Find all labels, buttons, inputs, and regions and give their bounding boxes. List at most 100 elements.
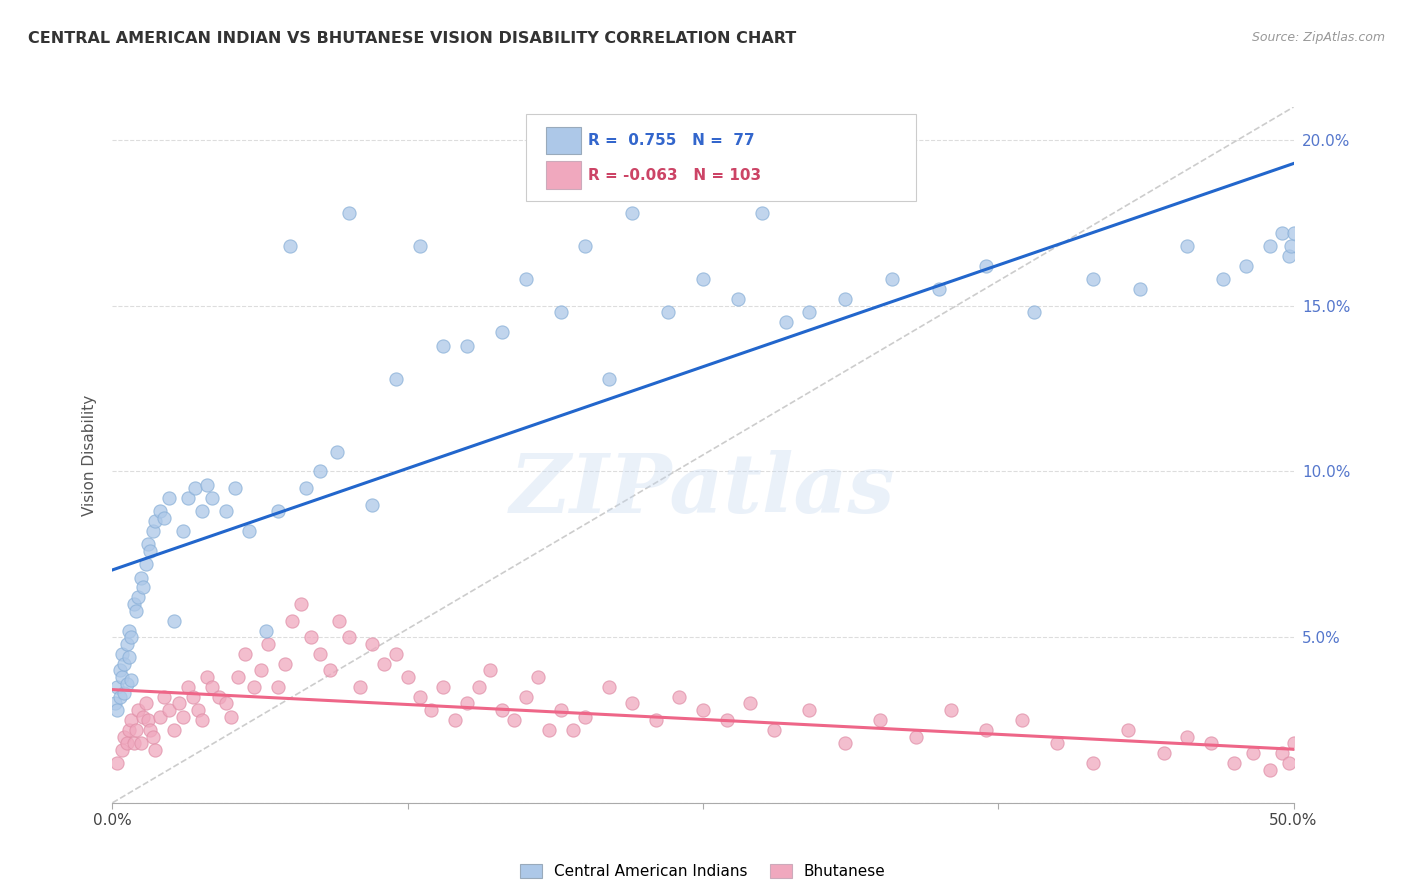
Point — [177, 680, 200, 694]
Point — [243, 680, 266, 694]
Point — [125, 604, 148, 618]
Point — [526, 670, 548, 684]
Legend: Central American Indians, Bhutanese: Central American Indians, Bhutanese — [515, 858, 891, 886]
Point — [574, 239, 596, 253]
Point — [120, 713, 142, 727]
Point — [157, 491, 180, 505]
Point — [1279, 239, 1302, 253]
Point — [869, 713, 891, 727]
Point — [127, 591, 149, 605]
Point — [420, 703, 443, 717]
Point — [1271, 746, 1294, 760]
Point — [112, 657, 135, 671]
Text: Source: ZipAtlas.com: Source: ZipAtlas.com — [1251, 31, 1385, 45]
Point — [1306, 746, 1329, 760]
Point — [122, 597, 145, 611]
Point — [104, 697, 127, 711]
Point — [834, 736, 856, 750]
Point — [598, 372, 620, 386]
Point — [278, 239, 301, 253]
Point — [186, 703, 208, 717]
Point — [115, 637, 138, 651]
Text: R =  0.755   N =  77: R = 0.755 N = 77 — [589, 133, 755, 148]
Point — [408, 239, 430, 253]
Point — [135, 697, 157, 711]
Point — [1282, 736, 1305, 750]
Point — [215, 504, 238, 518]
Point — [120, 630, 142, 644]
Point — [172, 524, 194, 538]
Point — [105, 703, 128, 717]
Point — [208, 690, 231, 704]
Text: ZIPatlas: ZIPatlas — [510, 450, 896, 530]
Point — [184, 481, 207, 495]
Point — [396, 670, 419, 684]
Point — [254, 624, 277, 638]
Point — [1241, 746, 1264, 760]
Point — [172, 709, 194, 723]
Point — [153, 690, 176, 704]
Point — [373, 657, 395, 671]
Point — [550, 703, 572, 717]
Point — [503, 713, 526, 727]
Point — [644, 713, 666, 727]
Point — [295, 481, 318, 495]
Point — [149, 709, 172, 723]
Point — [349, 680, 371, 694]
Point — [167, 697, 190, 711]
Point — [550, 305, 572, 319]
Point — [491, 703, 513, 717]
Point — [136, 713, 159, 727]
Point — [562, 723, 585, 737]
Point — [1330, 736, 1353, 750]
Point — [274, 657, 297, 671]
Point — [668, 690, 690, 704]
FancyBboxPatch shape — [546, 161, 581, 189]
Point — [598, 680, 620, 694]
Point — [1081, 756, 1104, 770]
Point — [456, 697, 478, 711]
Point — [309, 465, 332, 479]
Point — [657, 305, 679, 319]
Point — [727, 292, 749, 306]
Point — [976, 259, 998, 273]
Point — [129, 570, 152, 584]
Point — [621, 206, 644, 220]
Point — [1365, 746, 1388, 760]
Point — [939, 703, 962, 717]
Point — [799, 305, 821, 319]
Point — [692, 272, 714, 286]
Point — [491, 326, 513, 340]
Point — [1389, 763, 1406, 777]
Point — [132, 581, 155, 595]
Point — [118, 624, 141, 638]
Point — [122, 736, 145, 750]
Point — [337, 630, 360, 644]
Point — [267, 680, 290, 694]
Point — [191, 713, 214, 727]
Point — [219, 709, 242, 723]
Point — [118, 723, 141, 737]
Point — [1175, 730, 1198, 744]
Point — [1341, 769, 1364, 783]
Point — [976, 723, 998, 737]
Point — [149, 504, 172, 518]
Point — [115, 736, 138, 750]
Point — [226, 670, 249, 684]
Point — [385, 372, 408, 386]
Point — [163, 614, 186, 628]
Point — [181, 690, 204, 704]
Point — [267, 504, 290, 518]
Point — [111, 670, 134, 684]
Point — [1081, 272, 1104, 286]
Point — [1129, 282, 1152, 296]
Point — [1046, 736, 1069, 750]
Point — [250, 663, 273, 677]
Point — [1317, 756, 1340, 770]
Point — [153, 511, 176, 525]
Point — [1282, 226, 1305, 240]
Point — [1278, 249, 1301, 263]
Point — [1278, 756, 1301, 770]
Point — [1258, 763, 1281, 777]
Point — [326, 444, 349, 458]
